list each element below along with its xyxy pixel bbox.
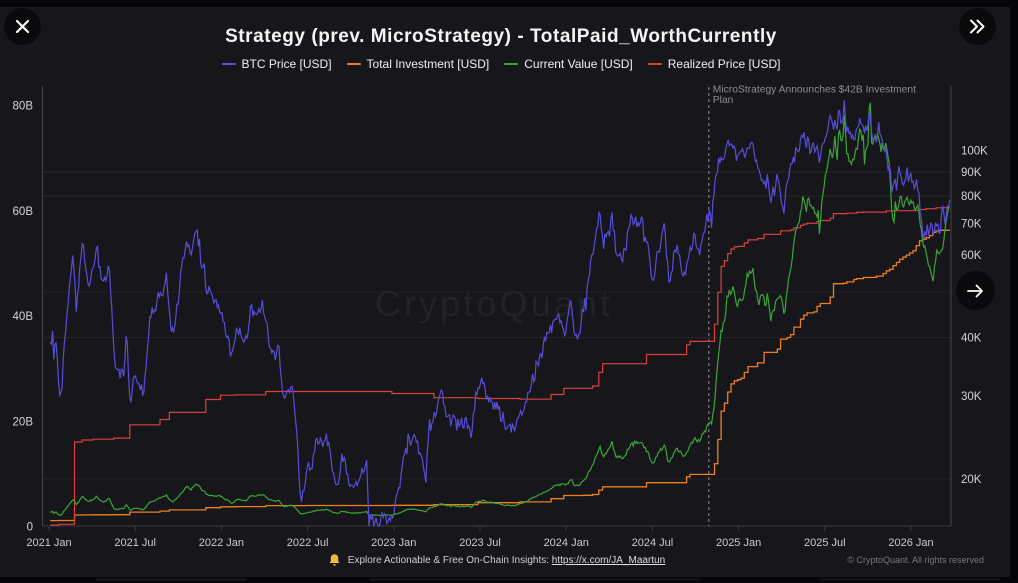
svg-text:80B: 80B [13, 101, 34, 113]
svg-text:2025 Jul: 2025 Jul [804, 537, 846, 549]
svg-text:2024 Jan: 2024 Jan [544, 537, 589, 549]
svg-text:Plan: Plan [713, 95, 734, 106]
svg-text:0: 0 [27, 522, 33, 534]
svg-text:2023 Jan: 2023 Jan [371, 537, 416, 549]
svg-text:MicroStrategy Announches $42B: MicroStrategy Announches $42B Investment [713, 85, 916, 96]
svg-text:2026 Jan: 2026 Jan [888, 537, 933, 549]
svg-text:90K: 90K [961, 167, 982, 179]
svg-text:60K: 60K [961, 250, 982, 262]
svg-text:2021 Jan: 2021 Jan [26, 537, 71, 549]
svg-text:2024 Jul: 2024 Jul [632, 537, 674, 549]
svg-text:20K: 20K [961, 474, 982, 486]
svg-text:2022 Jan: 2022 Jan [199, 537, 244, 549]
svg-text:2023 Jul: 2023 Jul [459, 537, 501, 549]
svg-text:40K: 40K [961, 333, 982, 345]
svg-text:20B: 20B [13, 416, 34, 428]
svg-text:30K: 30K [961, 391, 982, 403]
svg-text:2022 Jul: 2022 Jul [287, 537, 329, 549]
svg-text:40B: 40B [13, 311, 34, 323]
svg-text:2021 Jul: 2021 Jul [114, 537, 156, 549]
svg-text:80K: 80K [961, 191, 982, 203]
svg-text:2025 Jan: 2025 Jan [716, 537, 761, 549]
svg-text:CryptoQuant: CryptoQuant [375, 283, 613, 324]
svg-text:60B: 60B [13, 206, 34, 218]
svg-text:70K: 70K [961, 218, 982, 230]
svg-text:100K: 100K [961, 146, 988, 158]
